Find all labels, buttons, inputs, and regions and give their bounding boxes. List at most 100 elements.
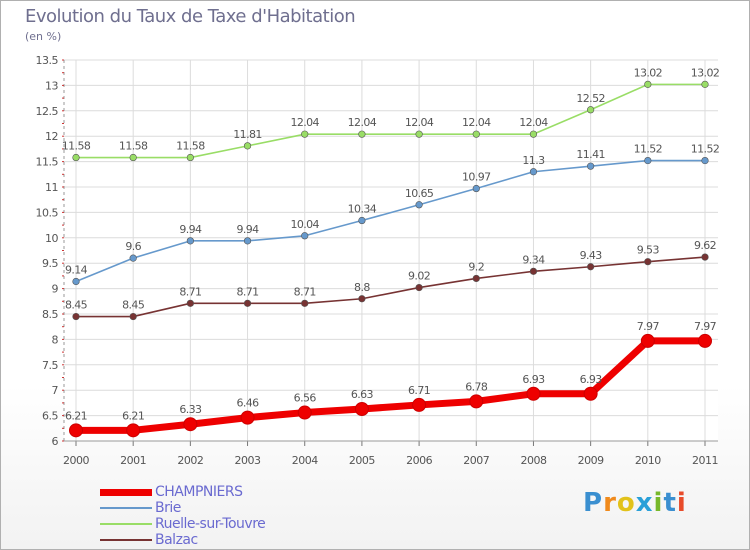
series-line-0 bbox=[72, 337, 709, 434]
data-point bbox=[354, 401, 369, 416]
data-label: 6.71 bbox=[408, 384, 430, 397]
data-point bbox=[472, 274, 480, 283]
data-point bbox=[698, 333, 712, 348]
legend-swatch-ruelle bbox=[100, 523, 152, 525]
x-tick-label: 2010 bbox=[635, 454, 661, 467]
data-point bbox=[587, 263, 595, 271]
data-point bbox=[301, 130, 309, 138]
y-tick-label: 9 bbox=[52, 283, 59, 296]
data-point bbox=[72, 277, 80, 286]
data-point bbox=[415, 201, 423, 209]
data-label: 10.65 bbox=[405, 187, 434, 200]
logo-letter: o bbox=[616, 488, 636, 518]
data-point bbox=[72, 153, 80, 162]
x-tick-label: 2003 bbox=[235, 454, 261, 467]
data-point bbox=[243, 299, 252, 307]
data-label: 6.21 bbox=[65, 409, 87, 422]
data-point bbox=[358, 216, 366, 225]
x-tick-label: 2006 bbox=[406, 454, 432, 467]
data-point bbox=[72, 312, 80, 321]
data-label: 8.71 bbox=[236, 285, 258, 298]
data-point bbox=[240, 410, 255, 425]
legend-label-balzac: Balzac bbox=[155, 532, 198, 548]
data-label: 7.97 bbox=[637, 320, 660, 333]
data-label: 11.52 bbox=[691, 143, 720, 156]
data-label: 13.02 bbox=[691, 66, 720, 79]
data-point bbox=[69, 423, 83, 438]
y-tick-label: 12.5 bbox=[36, 105, 59, 118]
data-point bbox=[644, 80, 652, 88]
data-label: 6.56 bbox=[294, 392, 317, 405]
y-tick-label: 6.5 bbox=[42, 410, 58, 423]
data-label: 6.78 bbox=[465, 380, 488, 393]
y-tick-label: 13 bbox=[45, 79, 58, 92]
x-tick-label: 2007 bbox=[463, 454, 489, 467]
data-point bbox=[526, 386, 541, 401]
legend-label-brie: Brie bbox=[155, 500, 181, 516]
y-tick-label: 8 bbox=[52, 333, 59, 346]
legend-swatch-champniers bbox=[100, 489, 152, 496]
data-label: 8.71 bbox=[294, 285, 316, 298]
data-label: 10.34 bbox=[348, 203, 377, 216]
data-label: 10.97 bbox=[462, 171, 491, 184]
data-label: 6.93 bbox=[580, 373, 603, 386]
data-point bbox=[129, 312, 137, 321]
data-point bbox=[583, 386, 598, 401]
legend-label-ruelle: Ruelle-sur-Touvre bbox=[155, 516, 266, 532]
data-point bbox=[415, 130, 423, 138]
logo-letter: t bbox=[663, 488, 677, 518]
y-tick-label: 9.5 bbox=[42, 257, 58, 270]
data-point bbox=[701, 253, 709, 261]
data-point bbox=[529, 130, 538, 138]
data-label: 9.94 bbox=[179, 223, 202, 236]
y-tick-label: 7 bbox=[52, 384, 59, 397]
data-label: 13.02 bbox=[634, 66, 663, 79]
data-label: 6.63 bbox=[351, 388, 374, 401]
data-point bbox=[129, 254, 137, 262]
data-label: 12.52 bbox=[576, 92, 605, 105]
legend-swatch-brie bbox=[100, 507, 152, 509]
y-tick-label: 7.5 bbox=[42, 359, 58, 372]
data-label: 9.6 bbox=[125, 240, 141, 253]
data-point bbox=[529, 267, 538, 275]
data-label: 11.58 bbox=[119, 140, 148, 153]
y-tick-label: 10.5 bbox=[36, 206, 59, 219]
data-label: 7.97 bbox=[694, 320, 717, 333]
logo-letter: r bbox=[603, 488, 617, 518]
data-point bbox=[186, 299, 194, 307]
data-label: 6.33 bbox=[179, 403, 202, 416]
x-tick-label: 2005 bbox=[349, 454, 375, 467]
data-point bbox=[472, 130, 480, 138]
data-point bbox=[701, 156, 709, 165]
data-point bbox=[358, 130, 366, 138]
data-label: 9.2 bbox=[468, 260, 484, 273]
data-label: 11.3 bbox=[522, 154, 545, 167]
x-tick-label: 2008 bbox=[520, 454, 546, 467]
data-label: 11.41 bbox=[576, 148, 605, 161]
data-point bbox=[640, 333, 655, 348]
data-label: 9.94 bbox=[236, 223, 259, 236]
data-point bbox=[129, 153, 137, 162]
data-label: 12.04 bbox=[348, 116, 377, 129]
data-point bbox=[529, 168, 538, 176]
data-label: 12.04 bbox=[290, 116, 319, 129]
data-point bbox=[243, 142, 252, 150]
chart-title: Evolution du Taux de Taxe d'Habitation bbox=[25, 6, 356, 27]
x-tick-label: 2004 bbox=[292, 454, 318, 467]
chart-subtitle: (en %) bbox=[25, 30, 62, 43]
data-label: 9.02 bbox=[408, 270, 430, 283]
data-point bbox=[243, 237, 252, 245]
logo-letter: i bbox=[653, 488, 664, 518]
plot-area bbox=[64, 60, 718, 441]
y-tick-label: 8.5 bbox=[42, 308, 58, 321]
y-tick-label: 13.5 bbox=[36, 54, 59, 67]
x-tick-label: 2002 bbox=[177, 454, 203, 467]
data-point bbox=[644, 156, 652, 165]
data-point bbox=[183, 417, 198, 432]
x-tick-label: 2011 bbox=[692, 454, 718, 467]
data-point bbox=[701, 80, 709, 88]
data-label: 12.04 bbox=[462, 116, 491, 129]
x-tick-label: 2001 bbox=[120, 454, 146, 467]
data-point bbox=[469, 394, 484, 409]
